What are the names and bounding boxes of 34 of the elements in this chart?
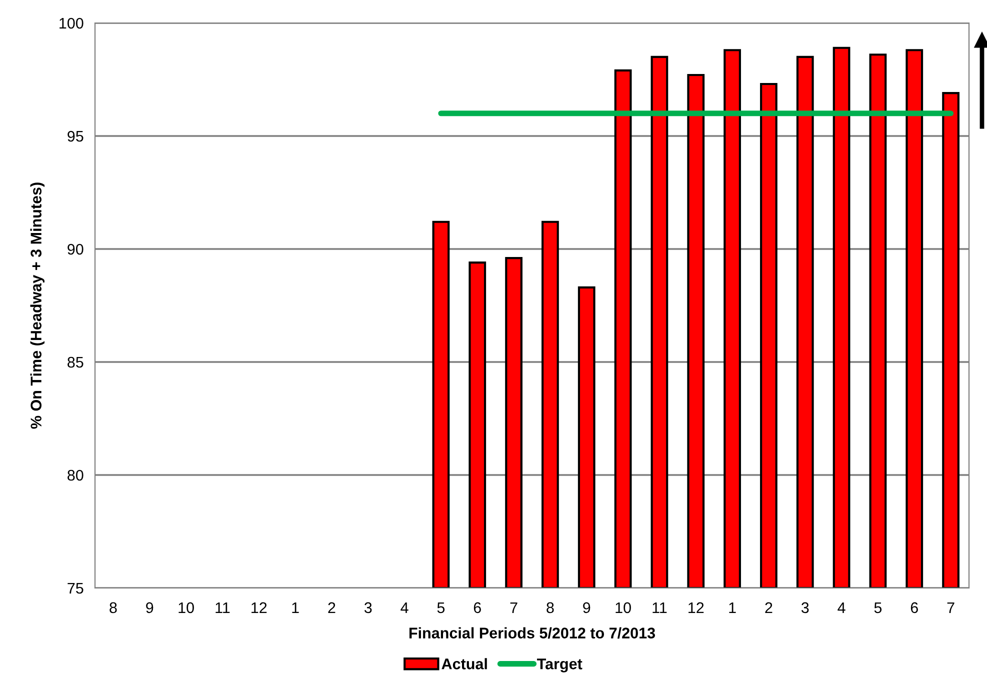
x-tick-label: 12: [688, 602, 704, 613]
x-tick-label: 1: [292, 602, 299, 613]
x-tick-label: 8: [110, 602, 117, 614]
y-tick-label: 100: [60, 18, 84, 29]
x-tick-label: 5: [437, 602, 445, 614]
legend-label: Target: [537, 658, 582, 672]
x-tick-label: 1: [729, 602, 736, 613]
x-tick-label: 4: [400, 602, 408, 613]
legend-label: Actual: [442, 658, 487, 670]
x-tick-label: 3: [364, 602, 372, 614]
x-axis-title: Financial Periods 5/2012 to 7/2013: [409, 627, 656, 639]
x-tick-label: 8: [546, 602, 554, 614]
y-axis-title: % On Time (Headway + 3 Minutes): [30, 182, 45, 429]
y-tick-label: 95: [68, 130, 84, 142]
y-tick-label: 85: [68, 356, 84, 368]
x-tick-label: 3: [801, 602, 809, 614]
x-tick-label: 10: [178, 602, 194, 614]
y-tick-label: 75: [68, 583, 84, 594]
y-tick-label: 80: [68, 470, 84, 481]
x-tick-label: 11: [216, 602, 230, 613]
x-tick-label: 6: [474, 602, 481, 614]
x-tick-label: 6: [910, 602, 918, 614]
x-tick-label: 7: [947, 602, 954, 613]
x-tick-label: 9: [583, 602, 590, 614]
x-tick-label: 4: [838, 602, 846, 613]
y-tick-label: 90: [68, 244, 84, 255]
x-tick-label: 9: [146, 602, 154, 614]
x-tick-label: 10: [616, 602, 631, 614]
x-tick-label: 2: [328, 602, 336, 613]
x-tick-label: 2: [765, 602, 772, 613]
x-tick-label: 12: [252, 602, 267, 613]
x-tick-label: 7: [510, 602, 518, 613]
x-tick-label: 11: [652, 602, 667, 613]
x-tick-label: 5: [874, 602, 882, 614]
